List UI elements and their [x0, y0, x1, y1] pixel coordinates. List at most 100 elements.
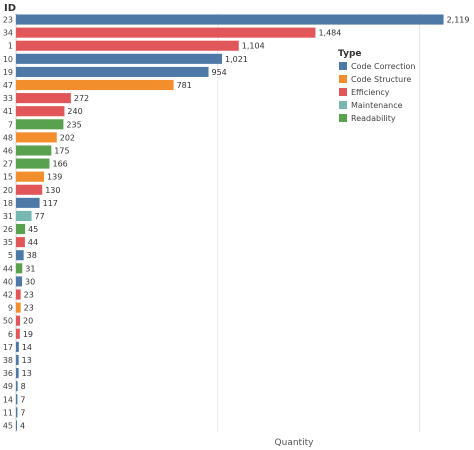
row-label-33: 33	[3, 94, 13, 103]
row-labels: 23 34 1 10 19 47 33 41 7 48 46 27 15 20 18 31 26 35 5 44 40 4…	[3, 16, 13, 431]
row-label-38: 38	[3, 356, 13, 365]
bar-31	[16, 210, 32, 221]
bar-1	[16, 40, 239, 51]
value-labels: 2,119 1,484 1,104 1,021 954 781 272 240 235 202 17…	[20, 16, 469, 431]
row-label-42: 42	[3, 291, 13, 300]
legend-items: Code Correction Code Structure Efficiency M…	[339, 62, 415, 123]
value-label-40: 30	[25, 277, 35, 286]
row-label-1: 1	[8, 42, 13, 51]
row-label-5: 5	[8, 251, 13, 260]
value-label-49: 8	[21, 382, 26, 391]
bar-40	[16, 276, 23, 287]
value-label-7: 235	[66, 120, 81, 129]
bar-27	[16, 158, 50, 169]
legend-swatch-maintenance	[339, 101, 347, 109]
row-label-6: 6	[8, 330, 13, 339]
row-label-31: 31	[3, 212, 13, 221]
x-axis-title: Quantity	[275, 438, 315, 448]
value-label-11: 7	[20, 408, 25, 417]
value-label-1: 1,104	[242, 42, 265, 51]
legend-label-code-structure: Code Structure	[351, 75, 411, 84]
value-label-5: 38	[27, 251, 37, 260]
y-axis-title: ID	[4, 3, 16, 14]
value-label-47: 781	[177, 81, 192, 90]
bar-36	[16, 368, 19, 379]
bar-14	[16, 394, 18, 405]
value-label-48: 202	[60, 133, 75, 142]
bar-42	[16, 289, 21, 300]
bar-48	[16, 132, 57, 143]
bar-46	[16, 145, 52, 156]
row-label-50: 50	[3, 317, 13, 326]
bar-33	[16, 93, 71, 104]
legend-label-code-correction: Code Correction	[351, 62, 415, 71]
row-label-17: 17	[3, 343, 13, 352]
row-label-35: 35	[3, 238, 13, 247]
row-label-20: 20	[3, 186, 13, 195]
row-label-34: 34	[3, 29, 13, 38]
bar-50	[16, 315, 21, 326]
row-label-47: 47	[3, 81, 13, 90]
bars	[16, 14, 444, 431]
value-label-19: 954	[212, 68, 227, 77]
legend-swatch-readability	[339, 114, 347, 122]
row-label-27: 27	[3, 160, 13, 169]
value-label-6: 19	[23, 330, 33, 339]
bar-23	[16, 14, 444, 25]
value-label-46: 175	[54, 146, 69, 155]
bar-34	[16, 27, 316, 38]
value-label-42: 23	[24, 291, 34, 300]
value-label-23: 2,119	[447, 16, 470, 25]
bar-9	[16, 302, 21, 313]
row-label-48: 48	[3, 133, 13, 142]
row-label-49: 49	[3, 382, 13, 391]
bar-38	[16, 354, 19, 366]
bar-20	[16, 184, 43, 195]
bar-47	[16, 79, 174, 91]
value-label-26: 45	[28, 225, 38, 234]
row-label-11: 11	[3, 408, 13, 417]
bar-6	[16, 328, 20, 339]
row-label-36: 36	[3, 369, 13, 378]
row-label-14: 14	[3, 395, 13, 404]
legend: Type Code Correction Code Structure Effici…	[338, 49, 415, 123]
bar-35	[16, 237, 25, 248]
legend-swatch-code-correction	[339, 62, 347, 70]
bar-10	[16, 53, 223, 64]
value-label-35: 44	[28, 238, 38, 247]
bar-41	[16, 106, 65, 117]
row-label-19: 19	[3, 68, 13, 77]
legend-title: Type	[338, 49, 361, 59]
row-label-18: 18	[3, 199, 13, 208]
legend-label-readability: Readability	[351, 114, 396, 123]
value-label-41: 240	[67, 107, 82, 116]
row-label-15: 15	[3, 173, 13, 182]
bar-11	[16, 407, 18, 418]
value-label-38: 13	[22, 356, 32, 365]
row-label-7: 7	[8, 120, 13, 129]
row-label-46: 46	[3, 146, 13, 155]
value-label-45: 4	[20, 421, 25, 430]
value-label-10: 1,021	[225, 55, 248, 64]
row-label-41: 41	[3, 107, 13, 116]
row-label-44: 44	[3, 264, 13, 273]
value-label-34: 1,484	[318, 29, 341, 38]
bar-17	[16, 341, 19, 352]
bar-49	[16, 381, 18, 392]
legend-swatch-code-structure	[339, 75, 347, 83]
bar-44	[16, 263, 23, 274]
value-label-31: 77	[35, 212, 45, 221]
value-label-17: 14	[22, 343, 32, 352]
value-label-44: 31	[25, 264, 35, 273]
bar-19	[16, 66, 209, 77]
value-label-36: 13	[22, 369, 32, 378]
legend-swatch-efficiency	[339, 88, 347, 96]
row-label-10: 10	[3, 55, 13, 64]
bar-26	[16, 224, 26, 235]
value-label-50: 20	[23, 317, 33, 326]
bar-45	[16, 420, 17, 431]
legend-label-maintenance: Maintenance	[351, 101, 403, 110]
value-label-15: 139	[47, 173, 62, 182]
